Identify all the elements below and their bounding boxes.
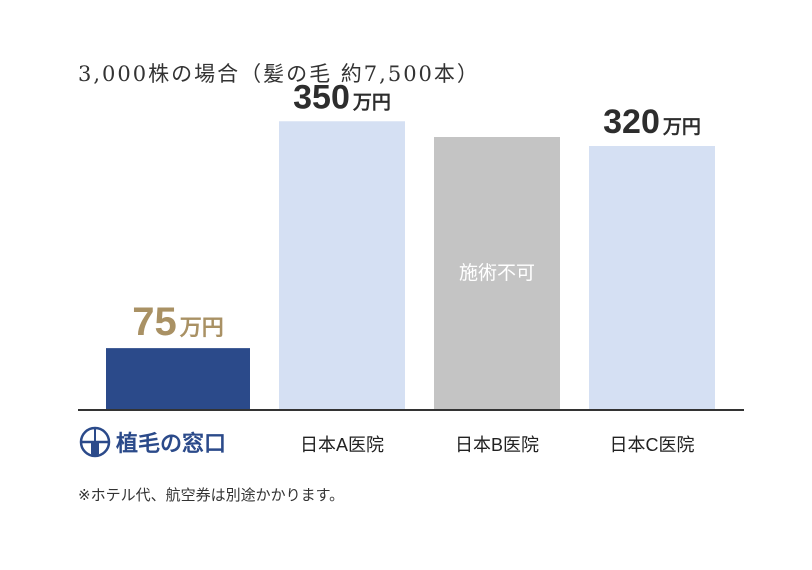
bar-value-label: 350 万円 — [293, 78, 391, 116]
category-label: 植毛の窓口 — [116, 431, 226, 456]
bar-2 — [279, 121, 405, 410]
bar-value-label: 75 万円 — [132, 300, 224, 344]
bar-value-label: 320 万円 — [603, 103, 701, 141]
chart-title: 3,000株の場合（髪の毛 約7,500本） — [78, 62, 480, 86]
hair-follicle-icon — [79, 426, 111, 458]
category-label: 日本A医院 — [300, 435, 384, 455]
bar-3 — [434, 137, 560, 410]
category-label: 日本B医院 — [455, 435, 539, 455]
bar-4 — [589, 146, 715, 410]
bar-value-label: 施術不可 — [459, 262, 535, 284]
bar-1 — [106, 348, 250, 410]
brand-logo: 植毛の窓口 — [79, 426, 226, 458]
footnote: ※ホテル代、航空券は別途かかります。 — [78, 486, 345, 504]
category-label: 日本C医院 — [610, 435, 695, 455]
